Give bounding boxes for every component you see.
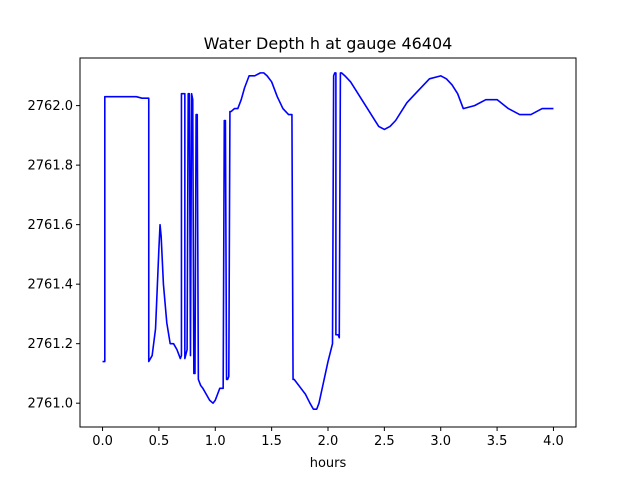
x-tick-label: 1.0 — [205, 434, 226, 449]
y-tick-label: 2761.6 — [28, 218, 74, 233]
x-axis: 0.0 0.5 1.0 1.5 2.0 2.5 3.0 3.5 4.0 — [92, 427, 564, 449]
y-tick-label: 2761.0 — [28, 397, 74, 412]
x-axis-label: hours — [310, 456, 347, 471]
x-tick-label: 2.0 — [318, 434, 339, 449]
x-tick-label: 4.0 — [543, 434, 564, 449]
x-tick-label: 0.0 — [92, 434, 113, 449]
series-line — [102, 72, 554, 410]
y-tick-label: 2762.0 — [28, 99, 74, 114]
x-tick-label: 0.5 — [149, 434, 170, 449]
chart-title: Water Depth h at gauge 46404 — [204, 34, 453, 53]
plot-area-frame — [79, 57, 577, 428]
y-tick-label: 2761.2 — [28, 337, 74, 352]
series-layer — [102, 72, 554, 410]
x-tick-label: 2.5 — [374, 434, 395, 449]
y-tick-label: 2761.4 — [28, 278, 74, 293]
x-tick-label: 3.0 — [430, 434, 451, 449]
x-tick-label: 3.5 — [487, 434, 508, 449]
x-tick-label: 1.5 — [261, 434, 282, 449]
y-tick-label: 2761.8 — [28, 159, 74, 174]
y-axis: 2761.0 2761.2 2761.4 2761.6 2761.8 2762.0 — [28, 99, 80, 412]
